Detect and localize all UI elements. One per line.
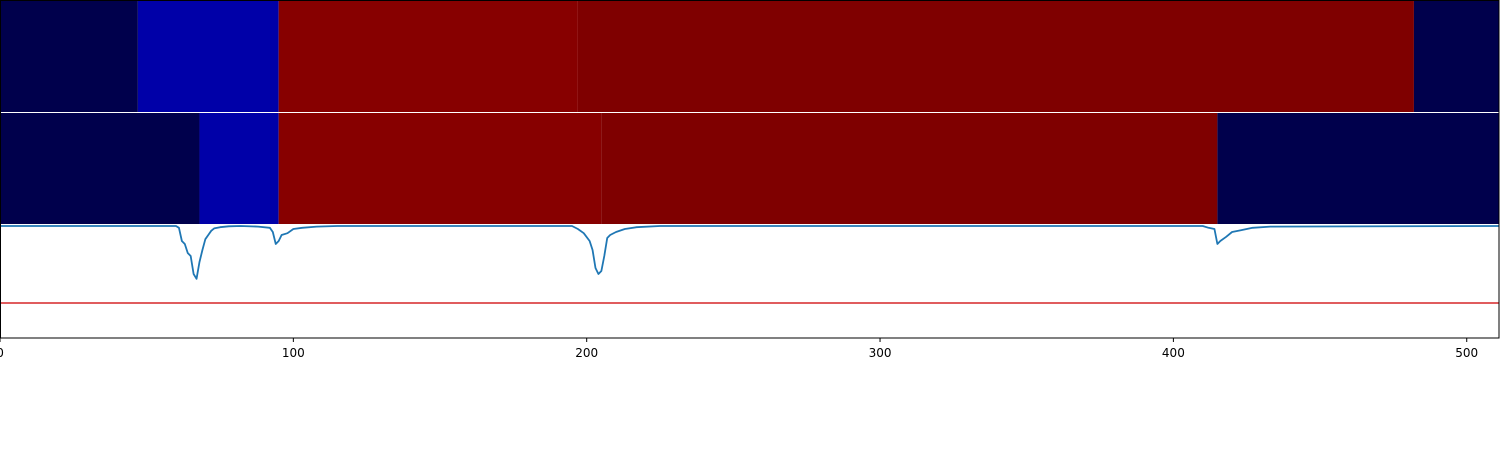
line-panel — [0, 0, 1500, 339]
x-tick-label-500: 500 — [1455, 346, 1478, 360]
x-tick-label-400: 400 — [1162, 346, 1185, 360]
heatmap-cell-row2-seg3 — [278, 113, 602, 224]
heatmap-cell-row1-seg4 — [577, 1, 1414, 112]
x-tick-label-100: 100 — [282, 346, 305, 360]
heatmap-cell-row2-seg5 — [1217, 113, 1499, 224]
heatmap-cell-row2-seg2 — [199, 113, 279, 224]
x-tick-label-0: 0 — [0, 346, 4, 360]
heatmap-cell-row2-seg1 — [0, 113, 200, 224]
x-axis: 0 100 200 300 400 500 — [0, 338, 1478, 360]
heatmap-cell-row1-seg1 — [0, 1, 138, 112]
heatmap-cell-row2-seg4 — [601, 113, 1218, 224]
plot-frame — [0, 0, 1500, 339]
series-line-1 — [0, 225, 1500, 280]
x-tick-label-300: 300 — [869, 346, 892, 360]
heatmap-cell-row1-seg3 — [278, 1, 578, 112]
heatmap-cell-row1-seg5 — [1413, 1, 1499, 112]
x-tick-label-200: 200 — [575, 346, 598, 360]
heatmap-cell-row1-seg2 — [137, 1, 279, 112]
heatmap-panel — [0, 1, 1499, 224]
